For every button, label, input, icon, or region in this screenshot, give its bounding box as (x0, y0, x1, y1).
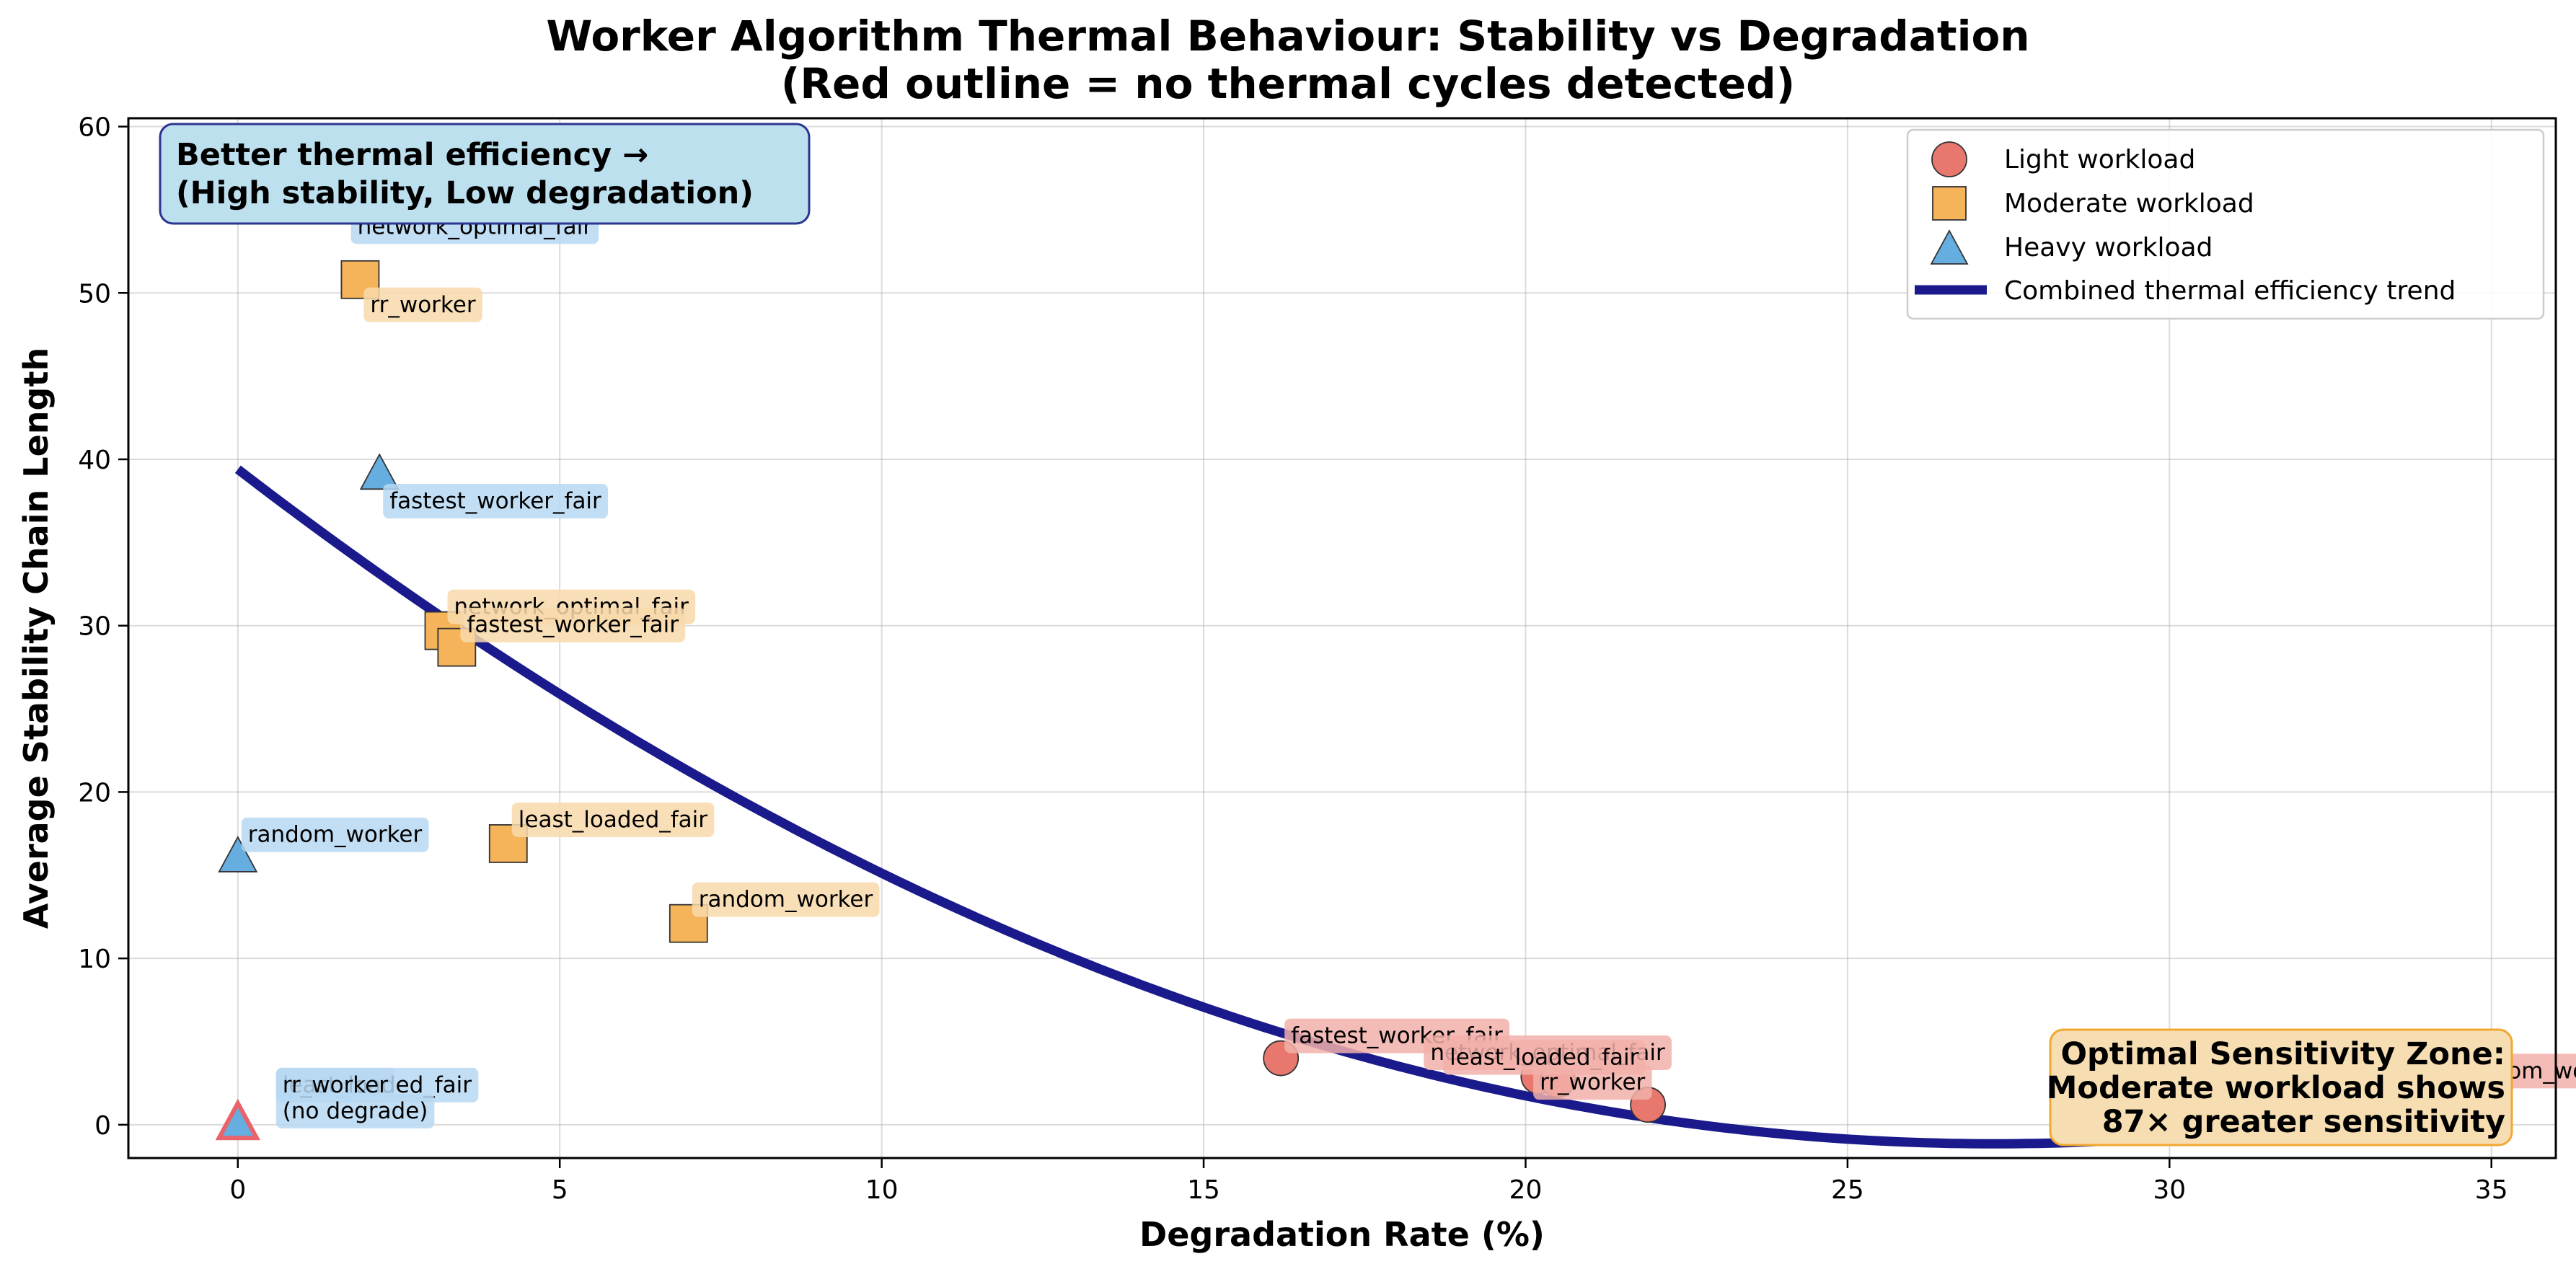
annotation-line-1: Better thermal efficiency → (176, 137, 648, 173)
legend-marker-light (1931, 141, 1967, 177)
y-tick-label: 20 (78, 778, 111, 808)
point-label-bg (460, 607, 686, 642)
x-tick-label: 5 (552, 1175, 568, 1205)
legend-label-trend: Combined thermal efficiency trend (2004, 276, 2456, 306)
point-label-bg (692, 882, 880, 917)
point-label-text: least_loaded_fair (519, 807, 708, 833)
x-tick-label: 0 (229, 1175, 246, 1205)
point-label: fastest_worker_fair (460, 607, 686, 642)
legend-marker-heavy (1930, 229, 1969, 265)
y-tick-label: 40 (78, 446, 111, 475)
point-label: random_worker (241, 817, 429, 852)
legend-label-heavy: Heavy workload (2004, 233, 2213, 262)
x-tick-label: 20 (1509, 1175, 1543, 1205)
point-label-text: random_worker (699, 887, 873, 913)
triangle-marker (359, 453, 400, 490)
point-label-text: random_worker (248, 822, 423, 848)
point-label-bg (1533, 1065, 1652, 1100)
chart-title-line-1: Worker Algorithm Thermal Behaviour: Stab… (546, 12, 2029, 61)
point-label-text: fastest_worker_fair (389, 488, 601, 514)
y-tick-label: 50 (78, 279, 111, 309)
legend-label-light: Light workload (2004, 145, 2195, 174)
points-layer (215, 178, 2465, 1141)
triangle-marker (218, 836, 258, 872)
x-tick-label: 30 (2153, 1175, 2186, 1205)
legend-label-moderate: Moderate workload (2004, 189, 2254, 218)
x-tick-label: 10 (865, 1175, 899, 1205)
x-tick-label: 35 (2475, 1175, 2508, 1205)
point-label-text: rr_worker (370, 292, 475, 318)
point-label-bg (511, 802, 715, 837)
y-tick-label: 30 (78, 612, 111, 642)
annotation-box (159, 123, 811, 225)
point-labels-layer: fastest_worker_fairnetwork_optimal_fairl… (241, 209, 2576, 1128)
legend: Light workload Moderate workload Heavy w… (1906, 128, 2545, 320)
point-label: rr_worker (1533, 1065, 1652, 1100)
point-label: random_worker (692, 882, 880, 917)
point-label-bg (241, 817, 429, 852)
annotation-line-2: Moderate workload shows (2047, 1070, 2505, 1106)
x-tick-label: 15 (1187, 1175, 1220, 1205)
x-axis-label: Degradation Rate (%) (1139, 1215, 1545, 1254)
point-label-bg (383, 484, 609, 519)
y-tick-label: 0 (94, 1111, 111, 1141)
y-tick-label: 60 (78, 113, 111, 143)
annotation-optimal-zone: Optimal Sensitivity Zone: Moderate workl… (2047, 1028, 2513, 1146)
point-label: fastest_worker_fair (383, 484, 609, 519)
point-label: (no degrade) (275, 1093, 435, 1128)
chart-title-line-2: (Red outline = no thermal cycles detecte… (781, 59, 1795, 108)
annotation-line-2: (High stability, Low degradation) (176, 175, 754, 211)
legend-frame (1906, 128, 2545, 320)
point-label-text: fastest_worker_fair (467, 612, 679, 638)
point-label-bg (275, 1093, 435, 1128)
triangle-marker (215, 1098, 260, 1141)
legend-marker-moderate (1932, 186, 1967, 221)
x-tick-label: 25 (1831, 1175, 1864, 1205)
point-label-text: (no degrade) (283, 1098, 428, 1124)
plot-frame (127, 117, 2557, 1159)
axis-ticks: 0 5 10 15 20 25 30 35 0 10 20 30 40 50 60 (78, 113, 2507, 1205)
annotation-line-1: Optimal Sensitivity Zone: (2060, 1036, 2505, 1072)
annotation-better-efficiency: Better thermal efficiency → (High stabil… (159, 123, 811, 225)
point-label: least_loaded_fair (511, 802, 715, 837)
point-label-bg (363, 287, 482, 322)
y-tick-label: 10 (78, 945, 111, 974)
point-label: rr_worker (363, 287, 482, 322)
annotation-box (2049, 1028, 2513, 1146)
annotation-line-3: 87× greater sensitivity (2102, 1104, 2505, 1140)
point-label-text: rr_worker (1540, 1069, 1645, 1095)
y-axis-label: Average Stability Chain Length (17, 348, 56, 929)
